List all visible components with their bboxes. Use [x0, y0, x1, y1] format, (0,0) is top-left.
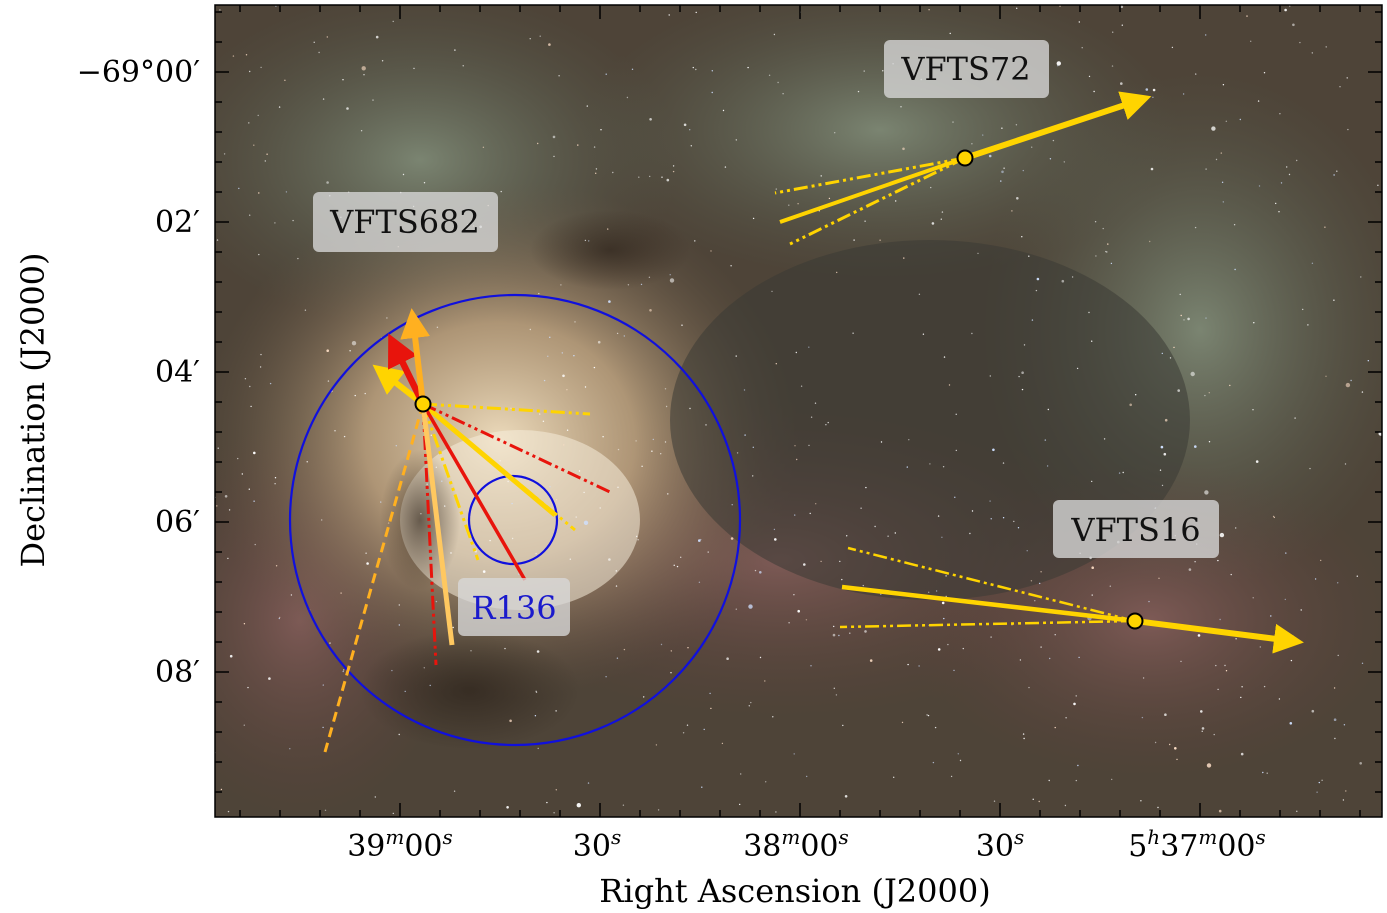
- y-tick-labels: −69°00′ 02′ 04′ 06′ 08′: [77, 55, 200, 690]
- y-axis-label: Declination (J2000): [14, 252, 52, 567]
- outer-circle: [288, 293, 742, 747]
- r136-circle: [467, 474, 559, 566]
- r136-label-text: R136: [471, 589, 556, 627]
- x-tick-labels: 39m00s 30s 38m00s 30s 5h37m00s: [347, 825, 1266, 864]
- y-tick-label: 04′: [155, 355, 200, 390]
- vfts16-label: VFTS16: [1053, 500, 1219, 558]
- plot-frame: [214, 4, 1383, 818]
- y-tick-label: −69°00′: [77, 55, 200, 90]
- vfts72-vectors: [774, 91, 1152, 246]
- vfts72-marker: [956, 149, 974, 167]
- x-tick-label: 30s: [976, 825, 1024, 864]
- x-tick-label: 30s: [573, 825, 621, 864]
- y-tick-label: 02′: [155, 205, 200, 240]
- r136-label: R136: [458, 578, 570, 636]
- x-tick-label: 5h37m00s: [1128, 825, 1266, 864]
- vfts682-vectors: [323, 308, 611, 753]
- x-tick-label: 38m00s: [743, 825, 849, 864]
- vfts16-marker: [1126, 612, 1144, 630]
- vfts16-label-text: VFTS16: [1070, 511, 1200, 549]
- vfts682-marker: [414, 395, 432, 413]
- nebula-image: [215, 5, 1382, 817]
- x-axis-label: Right Ascension (J2000): [599, 872, 990, 910]
- axis-ticks: [215, 5, 1382, 817]
- vfts16-vectors: [839, 546, 1304, 654]
- vfts682-label-text: VFTS682: [329, 203, 480, 241]
- vfts72-label: VFTS72: [884, 40, 1049, 98]
- vfts72-label-text: VFTS72: [900, 50, 1030, 88]
- y-tick-label: 08′: [155, 655, 200, 690]
- star-field: [215, 5, 1382, 815]
- vfts682-label: VFTS682: [313, 192, 498, 252]
- y-tick-label: 06′: [155, 505, 200, 540]
- x-tick-label: 39m00s: [347, 825, 453, 864]
